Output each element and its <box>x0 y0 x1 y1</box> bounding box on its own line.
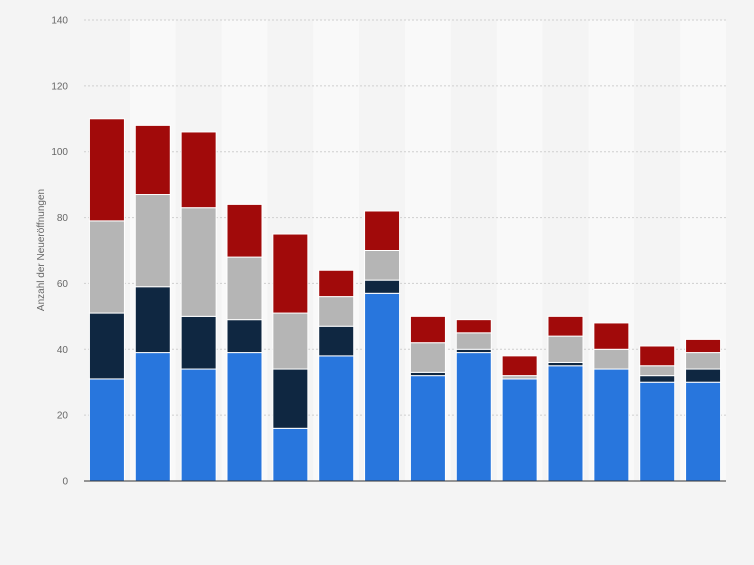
bar-segment[interactable] <box>180 315 217 370</box>
y-tick-label: 60 <box>57 279 69 290</box>
bar-segment[interactable] <box>685 338 722 354</box>
bar-segment[interactable] <box>593 368 630 482</box>
bar-segment[interactable] <box>134 124 171 196</box>
bar-segment[interactable] <box>639 375 676 383</box>
bar-segment[interactable] <box>547 315 584 337</box>
y-tick-label: 40 <box>57 345 69 356</box>
y-tick-label: 20 <box>57 411 69 422</box>
gridlines <box>84 19 726 416</box>
bar-segment[interactable] <box>88 220 125 314</box>
bar-segment[interactable] <box>272 368 309 429</box>
bars <box>88 118 722 482</box>
bar-segment[interactable] <box>409 375 446 482</box>
bar-segment[interactable] <box>318 269 355 298</box>
y-tick-label: 120 <box>51 81 68 92</box>
bar-segment[interactable] <box>593 348 630 370</box>
bar-segment[interactable] <box>685 381 722 482</box>
bar-segment[interactable] <box>364 279 401 294</box>
bar-segment[interactable] <box>180 131 217 209</box>
bar-segment[interactable] <box>226 352 263 482</box>
bar-segment[interactable] <box>455 352 492 482</box>
y-axis-title: Anzahl der Neueröffnungen <box>36 189 47 311</box>
bar-segment[interactable] <box>226 256 263 321</box>
bar-segment[interactable] <box>88 312 125 380</box>
bar-segment[interactable] <box>409 315 446 344</box>
bar-segment[interactable] <box>318 355 355 482</box>
bar-segment[interactable] <box>272 427 309 482</box>
bar-segment[interactable] <box>593 322 630 350</box>
bar-segment[interactable] <box>547 365 584 482</box>
bar-segment[interactable] <box>88 378 125 482</box>
bar-segment[interactable] <box>501 355 538 377</box>
bar-segment[interactable] <box>226 203 263 258</box>
bar-segment[interactable] <box>272 312 309 370</box>
y-tick-label: 0 <box>62 477 68 488</box>
bar-segment[interactable] <box>409 342 446 373</box>
y-tick-label: 100 <box>51 147 68 158</box>
bar-segment[interactable] <box>318 296 355 327</box>
column-bands <box>84 20 726 481</box>
bar-segment[interactable] <box>364 250 401 281</box>
bar-segment[interactable] <box>685 368 722 383</box>
bar-segment[interactable] <box>180 207 217 317</box>
bar-segment[interactable] <box>226 319 263 354</box>
bar-segment[interactable] <box>364 292 401 482</box>
bar-segment[interactable] <box>639 345 676 367</box>
bar-segment[interactable] <box>134 194 171 288</box>
bar-segment[interactable] <box>272 233 309 314</box>
bar-segment[interactable] <box>547 335 584 363</box>
bar-segment[interactable] <box>180 368 217 482</box>
y-tick-label: 140 <box>51 16 68 27</box>
bar-segment[interactable] <box>639 381 676 482</box>
bar-segment[interactable] <box>455 332 492 350</box>
bar-segment[interactable] <box>455 319 492 334</box>
bar-segment[interactable] <box>639 365 676 377</box>
bar-segment[interactable] <box>364 210 401 252</box>
bar-segment[interactable] <box>88 118 125 222</box>
bar-segment[interactable] <box>134 286 171 354</box>
bar-segment[interactable] <box>134 352 171 482</box>
y-tick-labels: 0 20 40 60 80 100 120 140 <box>51 16 68 488</box>
bar-segment[interactable] <box>501 378 538 482</box>
y-tick-label: 80 <box>57 213 69 224</box>
bar-segment[interactable] <box>318 325 355 357</box>
bar-segment[interactable] <box>685 352 722 370</box>
